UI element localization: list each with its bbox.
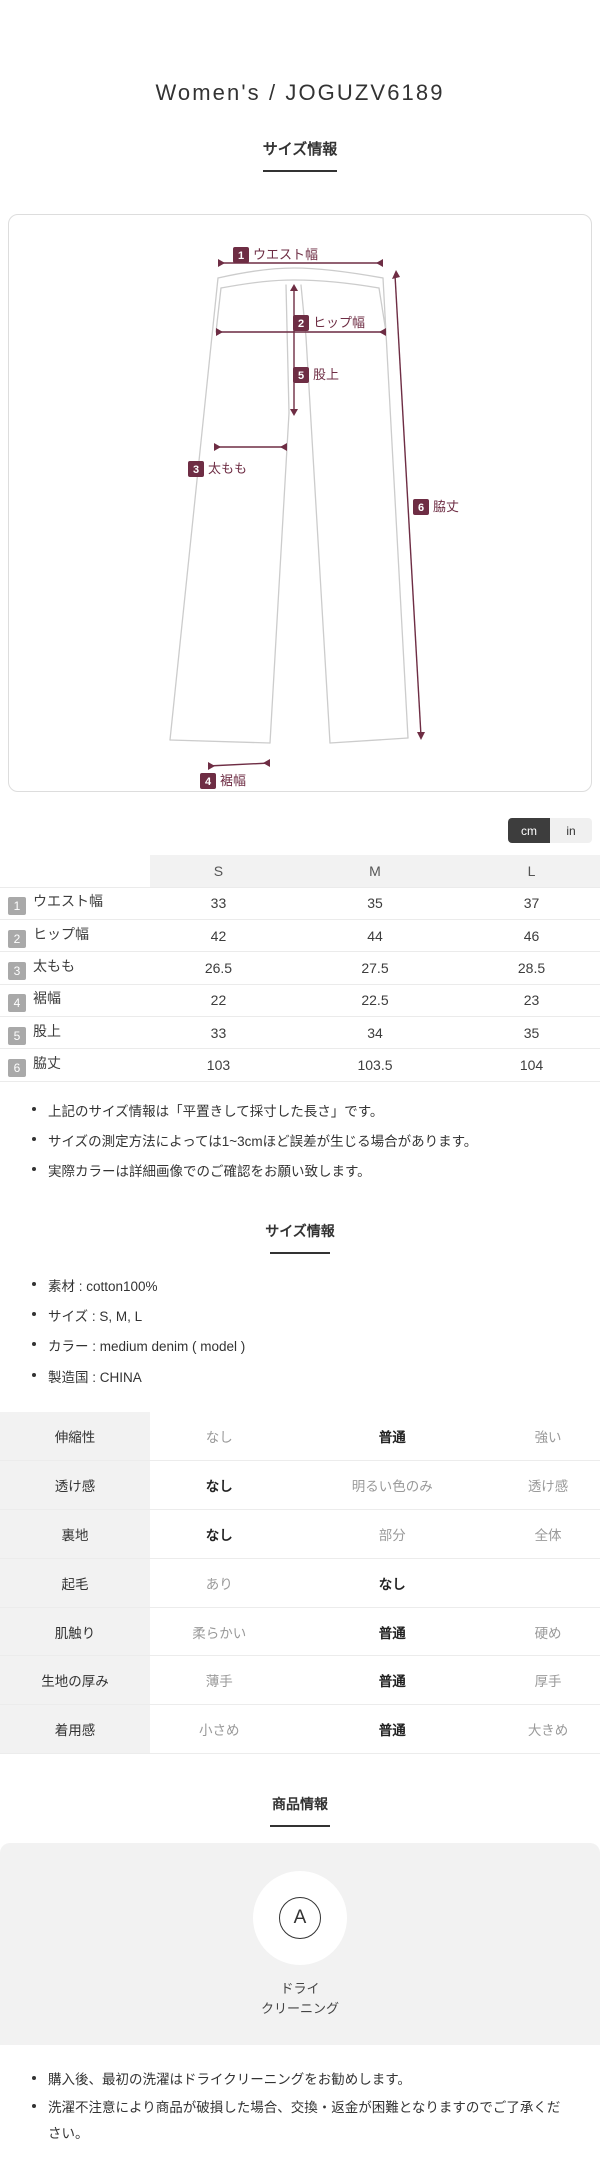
svg-text:3: 3 — [193, 464, 199, 476]
svg-text:6: 6 — [418, 502, 424, 514]
svg-text:5: 5 — [298, 370, 304, 382]
svg-text:ウエスト幅: ウエスト幅 — [253, 247, 318, 262]
svg-text:股上: 股上 — [313, 367, 339, 382]
svg-text:太もも: 太もも — [208, 461, 247, 476]
svg-text:脇丈: 脇丈 — [433, 499, 459, 514]
svg-text:4: 4 — [205, 776, 212, 788]
svg-text:裾幅: 裾幅 — [220, 773, 246, 788]
svg-text:2: 2 — [298, 318, 304, 330]
svg-text:ヒップ幅: ヒップ幅 — [313, 315, 365, 330]
svg-text:1: 1 — [238, 250, 244, 262]
